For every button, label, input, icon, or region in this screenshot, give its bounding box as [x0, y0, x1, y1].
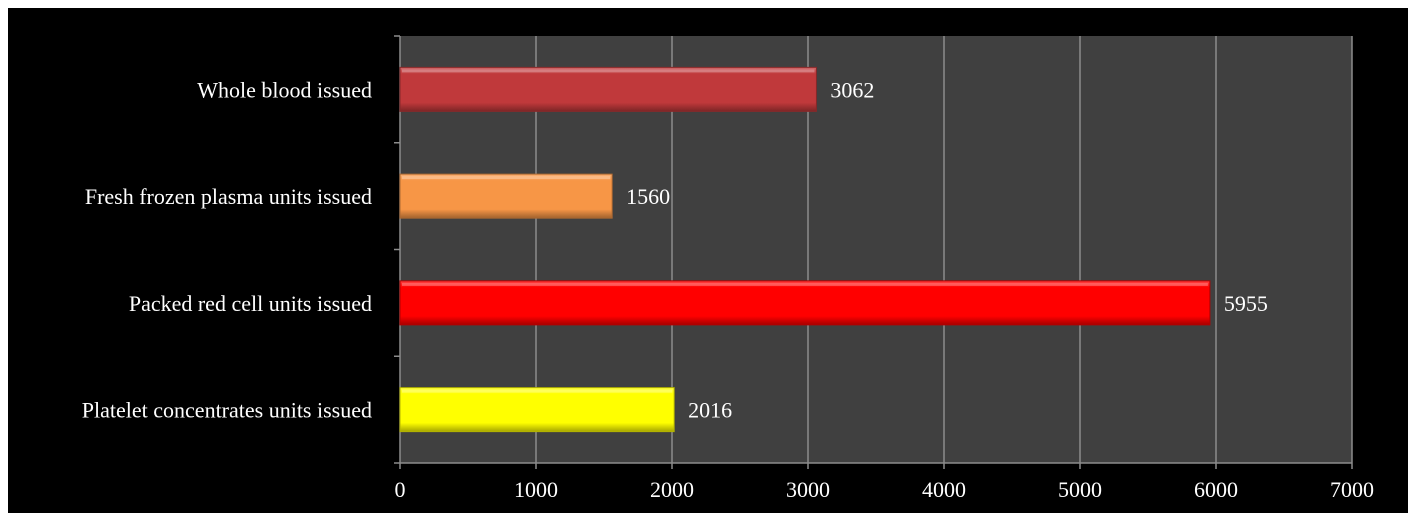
x-tick-label-4: 4000	[922, 477, 966, 502]
bar-highlight-0	[402, 69, 815, 73]
labels: 0 1000 2000 3000 4000 5000 6000 7000 Whole blood…	[82, 77, 1374, 502]
value-label-1: 1560	[626, 184, 670, 209]
bar-0	[399, 66, 817, 112]
x-tick-label-5: 5000	[1058, 477, 1102, 502]
x-tick-label-2: 2000	[650, 477, 694, 502]
value-label-0: 3062	[830, 77, 874, 102]
x-tick-label-7: 7000	[1330, 477, 1374, 502]
bar-2	[399, 280, 1211, 326]
x-tick-label-6: 6000	[1194, 477, 1238, 502]
x-tick-label-1: 1000	[514, 477, 558, 502]
value-label-2: 5955	[1224, 291, 1268, 316]
category-label-1: Fresh frozen plasma units issued	[85, 184, 372, 209]
value-label-3: 2016	[688, 398, 732, 423]
bar-3	[399, 387, 675, 433]
bar-1	[399, 173, 613, 219]
x-tick-label-3: 3000	[786, 477, 830, 502]
category-label-0: Whole blood issued	[197, 77, 372, 102]
category-label-2: Packed red cell units issued	[129, 291, 372, 316]
bar-highlight-3	[402, 389, 673, 393]
category-label-3: Platelet concentrates units issued	[82, 398, 372, 423]
bars	[399, 66, 1211, 433]
x-tick-label-0: 0	[395, 477, 406, 502]
bar-highlight-1	[402, 176, 611, 180]
bar-highlight-2	[402, 282, 1208, 286]
